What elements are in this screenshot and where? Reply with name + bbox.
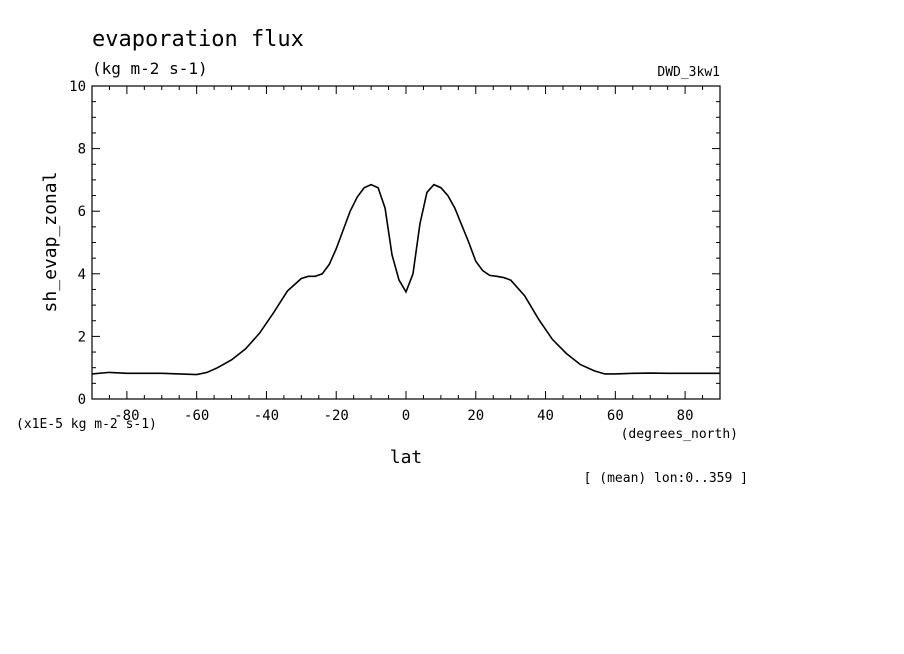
y-tick-label: 10 bbox=[69, 79, 86, 95]
x-tick-label: 20 bbox=[467, 408, 484, 424]
x-tick-label: 0 bbox=[402, 408, 410, 424]
x-tick-label: -60 bbox=[184, 408, 209, 424]
chart-subtitle: (kg m-2 s-1) bbox=[92, 59, 208, 78]
y-tick-label: 0 bbox=[78, 392, 86, 408]
axis-tick-labels: -80 -60 -40 -20 0 20 40 60 80 0 2 4 6 8 10 bbox=[69, 79, 693, 424]
chart-title: evaporation flux bbox=[92, 27, 304, 52]
series-line bbox=[91, 183, 720, 376]
x-axis-label: lat bbox=[390, 447, 423, 468]
x-tick-label: -80 bbox=[114, 408, 139, 424]
y-tick-label: 2 bbox=[78, 329, 86, 345]
y-axis-label: sh_evap_zonal bbox=[40, 172, 61, 313]
y-tick-label: 6 bbox=[78, 204, 86, 220]
x-tick-label: -20 bbox=[324, 408, 349, 424]
x-tick-label: 80 bbox=[677, 408, 694, 424]
footnote: [ (mean) lon:0..359 ] bbox=[584, 471, 748, 486]
dataset-label: DWD_3kw1 bbox=[657, 65, 720, 80]
axis-ticks bbox=[91, 85, 721, 400]
y-tick-label: 8 bbox=[78, 142, 86, 158]
x-units-label: (degrees_north) bbox=[621, 427, 738, 442]
plot-frame bbox=[91, 85, 721, 400]
y-scale-note: (x1E-5 kg m-2 s-1) bbox=[16, 417, 157, 432]
x-tick-label: -40 bbox=[254, 408, 279, 424]
y-tick-label: 4 bbox=[78, 267, 86, 283]
x-tick-label: 40 bbox=[537, 408, 554, 424]
x-tick-label: 60 bbox=[607, 408, 624, 424]
